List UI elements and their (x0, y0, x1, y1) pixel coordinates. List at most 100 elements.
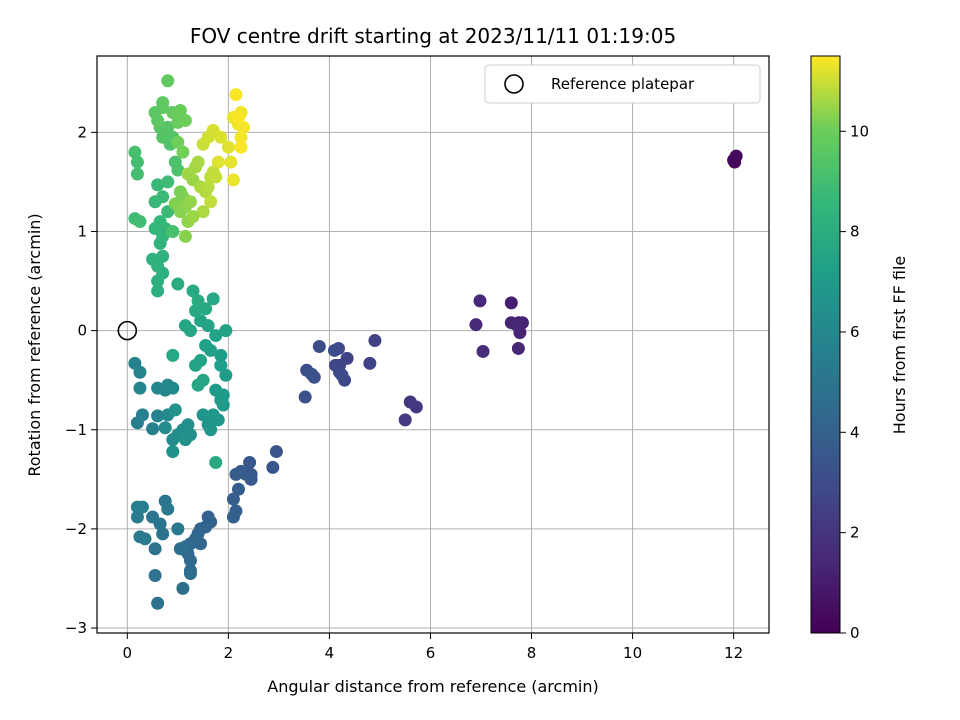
scatter-point (201, 180, 215, 194)
scatter-point (209, 329, 223, 343)
y-ticks: −3 −2 −1 0 1 2 (65, 123, 97, 637)
scatter-point (216, 398, 230, 412)
scatter-point (161, 74, 175, 88)
colorbar-tick-label: 8 (850, 223, 860, 241)
scatter-point (168, 403, 182, 417)
scatter-point (158, 421, 172, 435)
x-tick-label: 12 (724, 644, 743, 662)
scatter-point (469, 318, 483, 332)
x-tick-label: 0 (123, 644, 133, 662)
scatter-point (135, 408, 149, 422)
y-tick-label: −3 (65, 619, 87, 637)
scatter-point (178, 113, 192, 127)
legend-box (484, 64, 761, 104)
colorbar-ticks: 0 2 4 6 8 10 (840, 122, 869, 642)
scatter-point (151, 284, 165, 298)
scatter-point (409, 400, 423, 414)
scatter-point (214, 348, 228, 362)
colorbar-tick-label: 2 (850, 524, 860, 542)
scatter-point (156, 130, 170, 144)
scatter-point (327, 343, 341, 357)
scatter-point (156, 249, 170, 263)
scatter-point (196, 205, 210, 219)
scatter-point (171, 522, 185, 536)
scatter-point (191, 294, 205, 308)
scatter-point (199, 338, 213, 352)
scatter-point (146, 510, 160, 524)
y-tick-label: 2 (77, 123, 87, 141)
scatter-point (181, 418, 195, 432)
scatter-point (146, 422, 160, 436)
colorbar: 0 2 4 6 8 10 Hours from first FF file (810, 55, 909, 642)
scatter-point (335, 368, 349, 382)
scatter-point (156, 190, 170, 204)
scatter-point (151, 178, 165, 192)
scatter-point (237, 120, 251, 134)
scatter-point (209, 170, 223, 184)
scatter-point (224, 155, 238, 169)
colorbar-tick-label: 6 (850, 323, 860, 341)
scatter-point (166, 224, 180, 238)
colorbar-gradient (810, 55, 841, 634)
y-tick-label: 1 (77, 222, 87, 240)
scatter-point (226, 173, 240, 187)
x-tick-label: 4 (325, 644, 335, 662)
x-tick-label: 8 (527, 644, 537, 662)
colorbar-tick-label: 10 (850, 122, 869, 140)
scatter-point (133, 381, 147, 395)
scatter-point (312, 339, 326, 353)
scatter-point (176, 145, 190, 159)
scatter-point (363, 356, 377, 370)
scatter-point (473, 294, 487, 308)
scatter-point (191, 378, 205, 392)
legend-label-reference: Reference platepar (551, 75, 695, 93)
colorbar-label: Hours from first FF file (890, 256, 909, 435)
scatter-point (214, 130, 228, 144)
scatter-point (229, 467, 243, 481)
scatter-point (130, 167, 144, 181)
scatter-point (234, 130, 248, 144)
scatter-point (161, 502, 175, 516)
scatter-point (368, 334, 382, 348)
scatter-point (148, 568, 162, 582)
colorbar-tick-label: 4 (850, 423, 860, 441)
scatter-point (216, 388, 230, 402)
scatter-point (298, 390, 312, 404)
scatter-point (151, 409, 165, 423)
x-ticks: 0 2 4 6 8 10 12 (123, 633, 743, 662)
scatter-point (219, 368, 233, 382)
scatter-point (206, 292, 220, 306)
legend: Reference platepar (484, 64, 761, 104)
legend-marker-reference (504, 74, 524, 94)
scatter-point (151, 259, 165, 273)
x-tick-label: 6 (426, 644, 436, 662)
scatter-point (191, 155, 205, 169)
scatter-point (196, 408, 210, 422)
scatter-point (234, 140, 248, 154)
scatter-point (133, 215, 147, 229)
scatter-point (194, 314, 208, 328)
scatter-point (211, 155, 225, 169)
scatter-point (219, 324, 233, 338)
scatter-point (128, 145, 142, 159)
scatter-point (183, 195, 197, 209)
colorbar-tick-label: 0 (850, 624, 860, 642)
scatter-point (156, 527, 170, 541)
scatter-point (204, 195, 218, 209)
scatter-point (231, 482, 245, 496)
scatter-point (161, 175, 175, 189)
scatter-point (171, 135, 185, 149)
scatter-point (476, 344, 490, 358)
scatter-point (204, 423, 218, 437)
scatter-point (209, 455, 223, 469)
scatter-point (509, 318, 523, 332)
scatter-point (171, 163, 185, 177)
scatter-point (151, 596, 165, 610)
scatter-point (151, 113, 165, 127)
chart-title: FOV centre drift starting at 2023/11/11 … (190, 24, 676, 48)
x-tick-label: 2 (224, 644, 234, 662)
y-tick-label: −1 (65, 421, 87, 439)
scatter-point (221, 140, 235, 154)
scatter-point (186, 284, 200, 298)
